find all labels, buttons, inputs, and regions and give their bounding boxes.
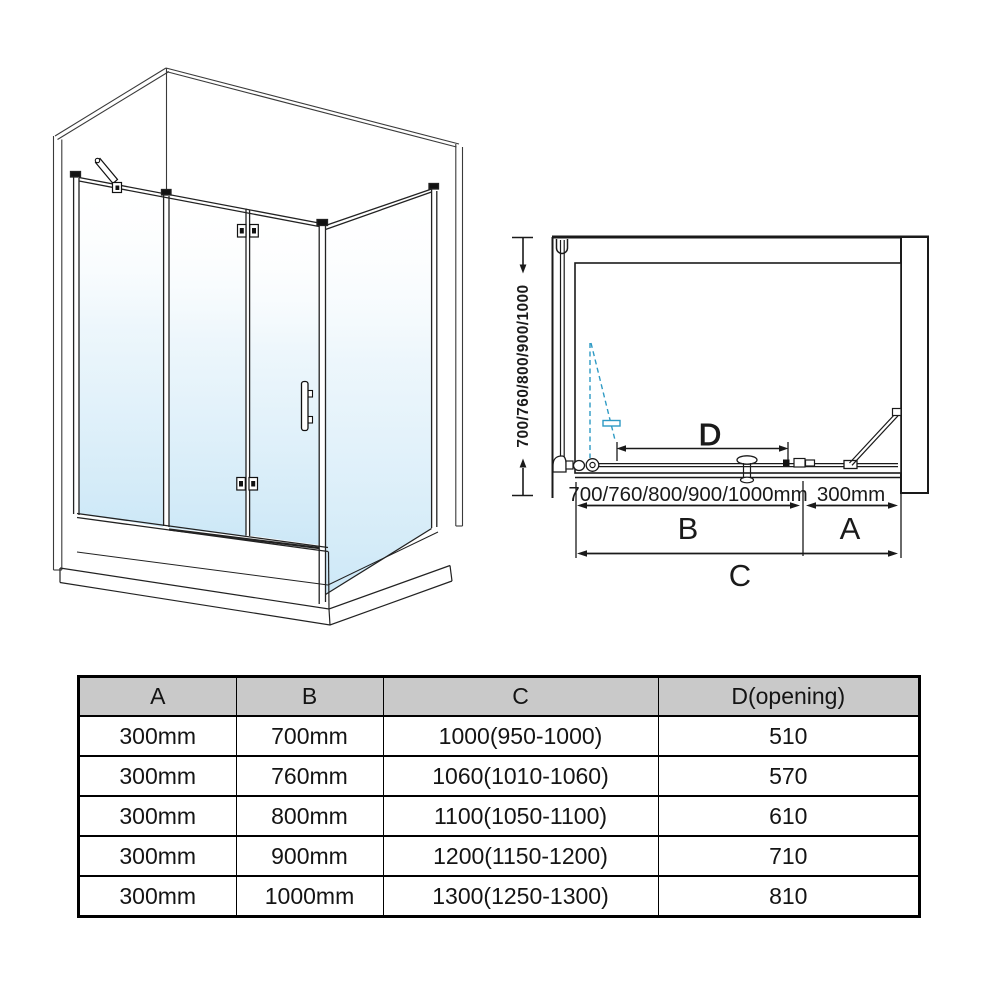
- plan-side-glass: [555, 239, 569, 460]
- dim-c-label: C: [729, 558, 751, 593]
- dimension-widths: 700/760/800/900/1000mm 300mm B A C: [568, 481, 902, 593]
- dim-a-value: 300mm: [817, 483, 885, 506]
- cell-d: 810: [657, 875, 920, 917]
- dim-a-label: A: [840, 511, 861, 546]
- wall-outline: [52, 67, 464, 571]
- table-header-row: A B C D(opening): [78, 676, 920, 717]
- table-row: 300mm 800mm 1100(1050-1100) 610: [78, 795, 920, 837]
- cell-a: 300mm: [78, 795, 237, 837]
- cell-d: 610: [657, 795, 920, 837]
- cell-a: 300mm: [78, 835, 237, 877]
- cell-a: 300mm: [78, 715, 237, 757]
- cell-a: 300mm: [78, 875, 237, 917]
- cell-b: 760mm: [235, 755, 384, 797]
- cell-b: 700mm: [235, 715, 384, 757]
- cell-d: 710: [657, 835, 920, 877]
- dim-b-label: B: [678, 511, 699, 546]
- door-handle: [300, 380, 314, 432]
- plan-walls: [551, 235, 929, 498]
- size-table: A B C D(opening) 300mm 700mm 1000(950-10…: [77, 675, 921, 918]
- cell-c: 1100(1050-1100): [382, 795, 659, 837]
- cell-a: 300mm: [78, 755, 237, 797]
- glass-panels: [79, 179, 431, 595]
- col-header-d: D(opening): [657, 676, 920, 717]
- shower-tray: [59, 531, 453, 626]
- table-row: 300mm 700mm 1000(950-1000) 510: [78, 715, 920, 757]
- hinge-detail: [236, 223, 259, 491]
- cell-c: 1060(1010-1060): [382, 755, 659, 797]
- table-row: 300mm 760mm 1060(1010-1060) 570: [78, 755, 920, 797]
- door-swing-indicator: [589, 342, 621, 458]
- dim-d-label: D: [699, 417, 721, 452]
- cell-b: 800mm: [235, 795, 384, 837]
- wall-support-arm: [94, 157, 123, 194]
- cell-c: 1300(1250-1300): [382, 875, 659, 917]
- cell-d: 570: [657, 755, 920, 797]
- dim-depth-label: 700/760/800/900/1000: [515, 284, 532, 447]
- table-row: 300mm 900mm 1200(1150-1200) 710: [78, 835, 920, 877]
- col-header-b: B: [235, 676, 384, 717]
- cell-b: 1000mm: [235, 875, 384, 917]
- enclosure-3d-view: [52, 67, 464, 626]
- plan-door-hardware: [552, 407, 902, 484]
- cell-c: 1200(1150-1200): [382, 835, 659, 877]
- cell-c: 1000(950-1000): [382, 715, 659, 757]
- col-header-c: C: [382, 676, 659, 717]
- frame: [69, 170, 440, 604]
- col-header-a: A: [78, 676, 237, 717]
- cell-b: 900mm: [235, 835, 384, 877]
- enclosure-plan-view: D 700/760/800/900/1000 700/760/800/900/1…: [512, 235, 929, 593]
- cell-d: 510: [657, 715, 920, 757]
- dimension-depth: 700/760/800/900/1000: [512, 236, 533, 497]
- dimension-d: D: [616, 417, 789, 461]
- table-row: 300mm 1000mm 1300(1250-1300) 810: [78, 875, 920, 917]
- dim-b-value: 700/760/800/900/1000mm: [568, 483, 807, 506]
